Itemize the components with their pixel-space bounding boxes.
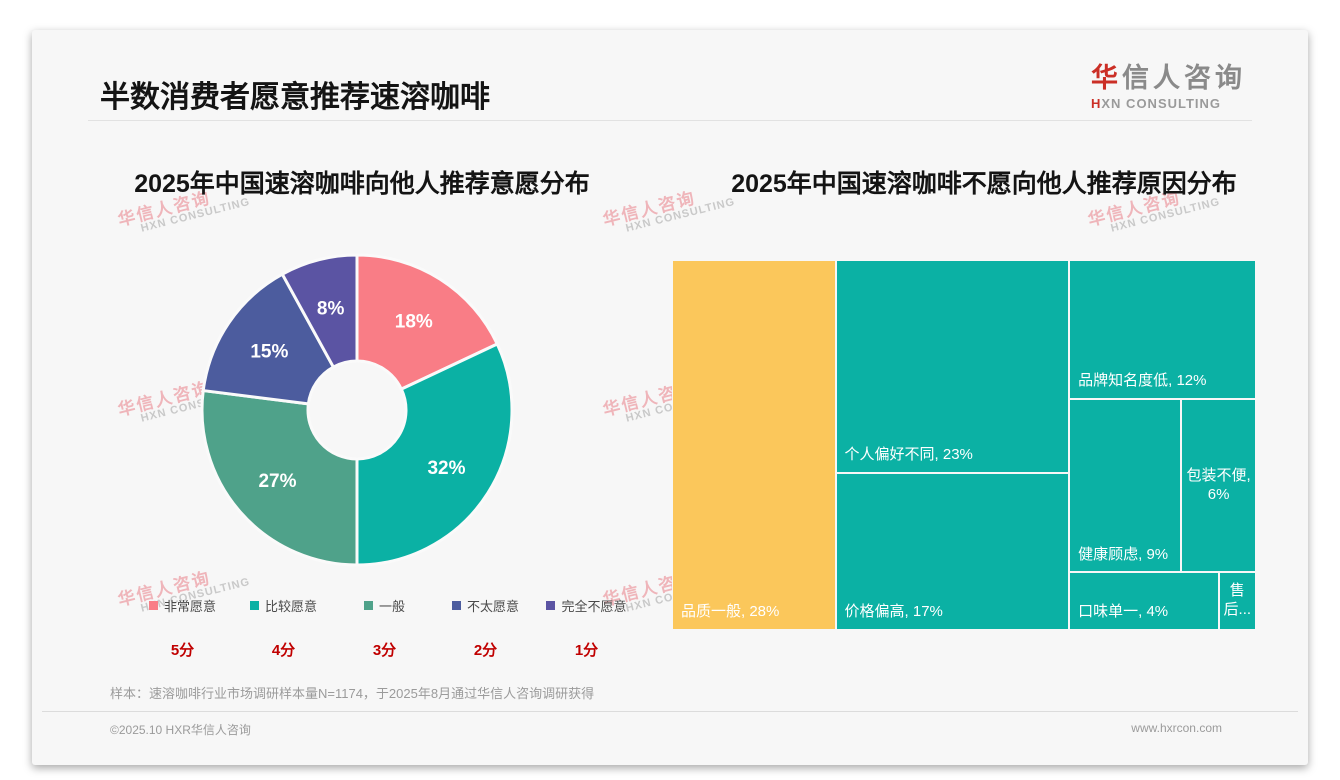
treemap-tile-品牌知名度低: 品牌知名度低, 12% — [1069, 260, 1256, 399]
legend-swatch — [148, 601, 158, 610]
donut-slice-比较愿意 — [355, 342, 514, 567]
slide-card: 华信人咨询 HXN CONSULTING 华信人咨询 HXN CONSULTING 华信… — [32, 30, 1308, 765]
treemap-tile-个人偏好不同: 个人偏好不同, 23% — [835, 260, 1070, 473]
company-logo: 华信人咨询 HXN CONSULTING — [1091, 56, 1246, 111]
treemap-tile-label: 健康顾虑, 9% — [1078, 545, 1169, 563]
donut-slice-label: 15% — [250, 341, 288, 362]
donut-slice-非常愿意 — [355, 253, 499, 391]
score-label: 5分 — [170, 642, 195, 659]
logo-en-text: HXN CONSULTING — [1091, 96, 1222, 111]
header-divider — [88, 120, 1252, 121]
treemap-tile-label: 价格偏高, 17% — [844, 603, 943, 621]
legend-label: 比较愿意 — [264, 599, 317, 614]
treemap-tile-价格偏高: 价格偏高, 17% — [835, 472, 1070, 630]
legend-swatch — [451, 601, 461, 610]
legend-swatch — [546, 601, 556, 610]
logo-cn-text: 华信人咨询 — [1091, 63, 1246, 93]
score-label: 4分 — [271, 642, 296, 659]
legend-label: 完全不愿意 — [561, 599, 627, 614]
footer-copyright: ©2025.10 HXR华信人咨询 — [110, 723, 251, 737]
donut-chart-title: 2025年中国速溶咖啡向他人推荐意愿分布 — [134, 170, 590, 198]
legend-label: 不太愿意 — [466, 599, 519, 614]
donut-legend: 非常愿意 比较愿意 一般 不太愿意 完全不愿意 5分 4分 3分 2分 1分 — [132, 596, 637, 660]
treemap-chart: 品质一般, 28% 个人偏好不同, 23% 价格偏高, 17% 品牌知名度低, 12%… — [672, 260, 1256, 630]
treemap-tile-label: 售后... — [1223, 582, 1252, 619]
legend-swatch — [249, 601, 259, 610]
legend-item-非常愿意: 非常愿意 — [148, 596, 216, 615]
legend-label: 非常愿意 — [163, 599, 216, 614]
treemap-tile-口味单一: 口味单一, 4% — [1069, 572, 1219, 630]
sample-note: 样本：速溶咖啡行业市场调研样本量N=1174，于2025年8月通过华信人咨询调研… — [110, 686, 595, 701]
treemap-tile-label: 品质一般, 28% — [681, 603, 780, 621]
donut-slice-label: 32% — [427, 458, 465, 479]
treemap-tile-label: 口味单一, 4% — [1078, 603, 1169, 621]
legend-item-完全不愿意: 完全不愿意 — [546, 596, 627, 615]
treemap-tile-label: 包装不便, 6% — [1186, 466, 1251, 503]
legend-label: 一般 — [378, 599, 405, 614]
treemap-tile-label: 品牌知名度低, 12% — [1078, 372, 1207, 389]
footer-website: www.hxrcon.com — [1131, 721, 1222, 735]
donut-chart: 18% 32% 27% 15% 8% — [192, 245, 522, 575]
donut-slice-一般 — [200, 389, 359, 567]
footer-divider — [42, 711, 1298, 712]
treemap-tile-label: 个人偏好不同, 23% — [844, 446, 973, 463]
donut-slice-label: 8% — [317, 298, 345, 319]
treemap-tile-健康顾虑: 健康顾虑, 9% — [1069, 398, 1182, 573]
donut-slice-label: 27% — [258, 471, 296, 492]
donut-slice-label: 18% — [395, 312, 433, 333]
score-label: 1分 — [574, 642, 599, 659]
treemap-chart-title: 2025年中国速溶咖啡不愿向他人推荐原因分布 — [731, 170, 1237, 198]
legend-item-比较愿意: 比较愿意 — [249, 596, 317, 615]
treemap-tile-品质一般: 品质一般, 28% — [672, 260, 836, 630]
page-title: 半数消费者愿意推荐速溶咖啡 — [100, 81, 490, 114]
legend-swatch — [363, 601, 373, 610]
score-label: 2分 — [473, 642, 498, 659]
treemap-tile-售后...: 售后... — [1218, 572, 1256, 630]
treemap-tile-包装不便: 包装不便, 6% — [1181, 398, 1256, 573]
legend-item-不太愿意: 不太愿意 — [451, 596, 519, 615]
donut-slice-不太愿意 — [201, 272, 335, 406]
legend-item-一般: 一般 — [363, 596, 405, 615]
donut-slice-完全不愿意 — [280, 253, 359, 369]
score-label: 3分 — [372, 642, 397, 659]
